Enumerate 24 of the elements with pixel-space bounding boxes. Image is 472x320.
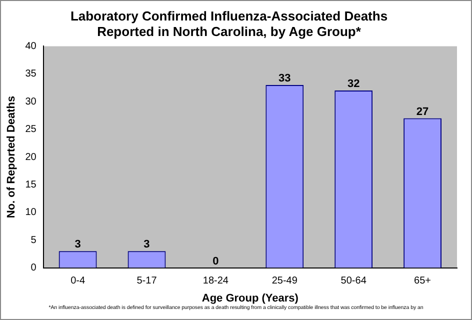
y-tick-label: 35 [25, 68, 37, 80]
data-label: 3 [74, 238, 81, 251]
y-tick-label: 15 [25, 179, 37, 190]
x-tick-label: 18-24 [202, 276, 229, 287]
x-tick-label: 0-4 [70, 276, 86, 287]
data-label: 3 [144, 238, 150, 251]
y-tick-label: 0 [30, 262, 37, 274]
y-tick-label: 30 [25, 96, 37, 108]
x-tick-label: 65+ [414, 276, 432, 287]
y-axis-title: No. of Reported Deaths [6, 96, 18, 218]
y-tick-label: 25 [25, 124, 37, 136]
data-label: 33 [278, 72, 291, 85]
data-label: 27 [416, 106, 429, 118]
x-tick-label: 50-64 [340, 276, 367, 287]
y-tick-label: 10 [25, 207, 37, 218]
x-tick-label: 25-49 [272, 276, 298, 287]
y-tick-label: 40 [25, 40, 37, 52]
y-tick-label: 5 [30, 234, 37, 246]
y-tick-label: 20 [25, 152, 37, 163]
data-label: 0 [212, 255, 219, 268]
x-axis-title: Age Group (Years) [202, 292, 299, 304]
x-tick-label: 5-17 [136, 276, 158, 287]
data-label: 32 [347, 78, 360, 90]
chart-title: Laboratory Confirmed Influenza-Associated Deaths Reported in North Carolina, by Age Group* [70, 8, 388, 39]
